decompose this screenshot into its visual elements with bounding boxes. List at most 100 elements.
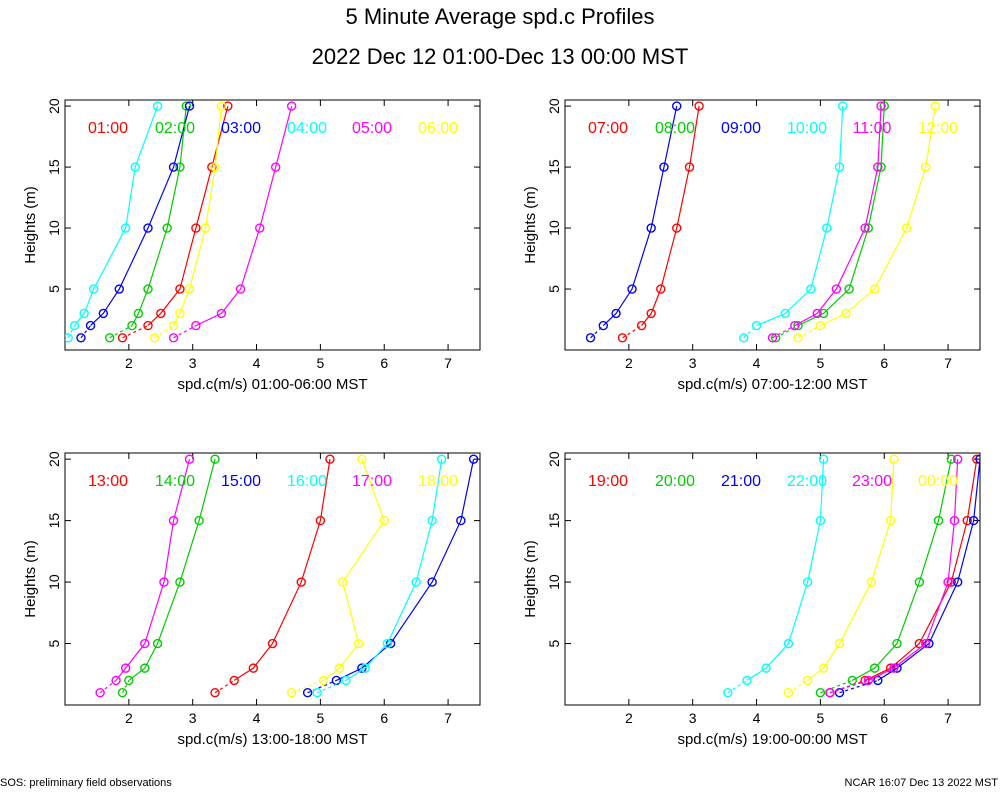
data-point: [863, 675, 873, 686]
data-point: [627, 284, 637, 294]
series-line: [323, 458, 385, 681]
legend-entry: 04:00: [287, 120, 327, 137]
data-point: [914, 577, 925, 587]
data-point: [879, 101, 889, 111]
data-point: [723, 688, 733, 698]
x-tick-label: 4: [253, 355, 261, 371]
legend-entry: 19:00: [588, 473, 628, 490]
data-point: [818, 454, 829, 464]
legend-entry: 06:00: [418, 120, 458, 137]
data-point: [69, 320, 80, 331]
data-point: [140, 663, 150, 673]
y-tick-label: 20: [46, 451, 62, 467]
y-tick-label: 15: [546, 159, 562, 175]
plot-frame: [64, 99, 481, 351]
series-line-lower: [775, 325, 799, 339]
data-point: [802, 577, 813, 587]
data-point: [952, 577, 963, 587]
data-point: [152, 101, 163, 111]
data-point: [841, 308, 851, 319]
series-line: [807, 459, 895, 681]
data-point: [223, 101, 233, 111]
series-line-lower: [797, 325, 821, 339]
data-point: [95, 688, 105, 698]
series-line: [756, 106, 844, 327]
data-point: [191, 320, 201, 331]
data-point: [117, 333, 128, 343]
data-point: [89, 284, 99, 294]
data-point: [742, 675, 752, 686]
data-point: [790, 320, 800, 331]
x-tick-label: 5: [816, 710, 824, 726]
data-point: [684, 162, 695, 172]
data-point: [168, 333, 179, 343]
plot-frame: [64, 452, 481, 706]
series-line: [797, 106, 885, 327]
data-point: [216, 308, 227, 319]
data-point: [65, 333, 73, 343]
data-point: [930, 101, 941, 111]
data-point: [184, 284, 195, 294]
legend-entry: 00:00: [918, 473, 958, 490]
y-axis-label: Heights (m): [22, 186, 39, 264]
data-point: [207, 162, 217, 172]
data-point: [901, 223, 912, 233]
data-point: [175, 577, 185, 587]
data-point: [972, 454, 980, 464]
data-point: [124, 675, 134, 686]
y-tick-label: 5: [46, 639, 62, 647]
data-point: [159, 577, 169, 587]
data-point: [353, 638, 364, 649]
data-point: [104, 333, 115, 343]
legend-entry: 08:00: [655, 120, 695, 137]
data-point: [143, 320, 153, 331]
data-point: [860, 223, 870, 233]
data-point: [783, 688, 794, 698]
series-line-lower: [122, 325, 149, 339]
legend-entry: 22:00: [787, 473, 827, 490]
data-point: [921, 638, 931, 649]
legend-entry: 12:00: [918, 120, 958, 137]
y-tick-label: 5: [46, 285, 62, 293]
y-tick-label: 10: [46, 574, 62, 590]
data-point: [946, 577, 956, 587]
x-tick-label: 3: [189, 710, 197, 726]
chart-panel-4: 2 3 4 5 6 7 5 10 15 20 spd.c(m/s) 19:00-00:00 MST H…: [522, 451, 981, 748]
series-line: [602, 105, 678, 327]
series-line: [820, 106, 936, 327]
data-point: [739, 333, 749, 343]
data-point: [149, 333, 160, 343]
data-point: [866, 577, 877, 587]
series-line-lower: [772, 325, 796, 339]
series-line-lower: [99, 679, 117, 694]
data-point: [876, 162, 886, 172]
data-point: [133, 308, 144, 319]
data-point: [79, 308, 89, 319]
data-point: [869, 284, 880, 294]
series-line-lower: [829, 679, 869, 694]
data-point: [952, 454, 963, 464]
legend-entry: 07:00: [588, 120, 628, 137]
data-point: [168, 320, 179, 331]
series-line: [868, 459, 959, 681]
data-point: [120, 663, 131, 673]
data-point: [617, 333, 628, 343]
data-point: [863, 223, 873, 233]
data-point: [143, 284, 153, 294]
data-point: [806, 284, 816, 294]
data-point: [436, 454, 447, 464]
legend-entry: 02:00: [155, 120, 195, 137]
x-tick-label: 3: [689, 355, 697, 371]
data-point: [175, 162, 185, 172]
x-tick-label: 3: [689, 710, 697, 726]
data-point: [168, 515, 179, 526]
x-tick-label: 6: [880, 710, 888, 726]
legend-entry: 17:00: [352, 473, 392, 490]
data-point: [338, 577, 348, 587]
data-point: [210, 688, 220, 698]
chart-panel-3: 2 3 4 5 6 7 5 10 15 20 spd.c(m/s) 13:00-18:00 MST H…: [22, 451, 481, 748]
data-point: [360, 663, 370, 673]
x-axis-label: spd.c(m/s) 13:00-18:00 MST: [177, 731, 367, 748]
data-point: [255, 223, 265, 233]
